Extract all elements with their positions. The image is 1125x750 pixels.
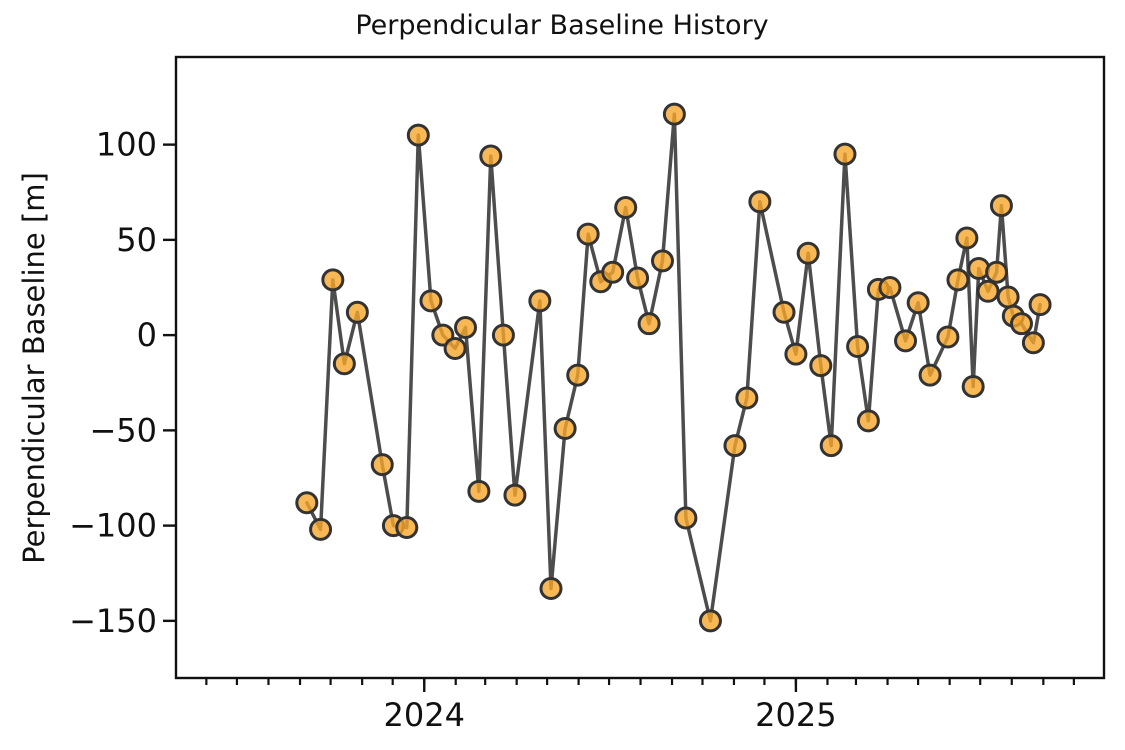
data-point-marker xyxy=(936,325,960,349)
data-point-marker xyxy=(443,336,467,360)
data-point-marker xyxy=(1021,331,1045,355)
x-tick-label: 2025 xyxy=(755,696,836,734)
data-point-marker xyxy=(345,300,369,324)
data-point-marker xyxy=(1009,312,1033,336)
data-point-marker xyxy=(989,194,1013,218)
data-point-marker xyxy=(996,285,1020,309)
data-point-marker xyxy=(1028,293,1052,317)
data-point-marker xyxy=(454,315,478,339)
data-point-marker xyxy=(406,123,430,147)
data-point-marker xyxy=(819,434,843,458)
data-point-marker xyxy=(321,268,345,292)
x-tick-label: 2024 xyxy=(384,696,465,734)
data-point-marker xyxy=(503,483,527,507)
data-point-marker xyxy=(539,576,563,600)
y-tick-label: −150 xyxy=(69,602,157,640)
plot-content: 2024 2025 100 50 0 −50 −100 −150 xyxy=(69,102,1075,734)
data-point-marker xyxy=(395,516,419,540)
data-point-marker xyxy=(626,266,650,290)
data-point-marker xyxy=(295,491,319,515)
data-point-marker xyxy=(856,409,880,433)
data-point-marker xyxy=(894,329,918,353)
data-point-marker xyxy=(467,479,491,503)
data-point-marker xyxy=(601,260,625,284)
data-point-marker xyxy=(748,190,772,214)
data-point-marker xyxy=(637,312,661,336)
data-point-marker xyxy=(332,352,356,376)
data-point-marker xyxy=(878,275,902,299)
axes-frame xyxy=(174,55,1106,680)
data-point-marker xyxy=(576,222,600,246)
chart-title: Perpendicular Baseline History xyxy=(355,10,768,41)
data-point-marker xyxy=(674,506,698,530)
data-point-marker xyxy=(566,363,590,387)
data-point-marker xyxy=(419,289,443,313)
y-tick-label: 100 xyxy=(96,126,157,164)
data-point-marker xyxy=(491,323,515,347)
data-point-marker xyxy=(961,375,985,399)
data-point-marker xyxy=(796,241,820,265)
data-point-marker xyxy=(650,249,674,273)
data-point-marker xyxy=(976,279,1000,303)
data-point-marker xyxy=(946,268,970,292)
data-point-marker xyxy=(955,226,979,250)
data-point-marker xyxy=(906,291,930,315)
y-tick-label: −50 xyxy=(89,411,157,449)
data-point-marker xyxy=(614,195,638,219)
data-point-marker xyxy=(553,416,577,440)
data-point-marker xyxy=(833,142,857,166)
data-point-marker xyxy=(846,335,870,359)
data-point-marker xyxy=(698,609,722,633)
data-point-marker xyxy=(662,102,686,126)
y-tick-label: 50 xyxy=(116,221,157,259)
y-tick-label: 0 xyxy=(137,316,157,354)
data-point-marker xyxy=(735,386,759,410)
y-tick-label: −100 xyxy=(69,507,157,545)
data-point-marker xyxy=(985,260,1009,284)
data-point-marker xyxy=(723,434,747,458)
data-point-marker xyxy=(772,300,796,324)
y-axis-label: Perpendicular Baseline [m] xyxy=(17,172,51,564)
plot-area xyxy=(176,57,1104,678)
data-point-marker xyxy=(309,517,333,541)
data-point-marker xyxy=(528,289,552,313)
data-point-marker xyxy=(370,453,394,477)
data-point-marker xyxy=(479,144,503,168)
data-point-marker xyxy=(784,342,808,366)
data-point-marker xyxy=(809,354,833,378)
data-point-marker xyxy=(918,363,942,387)
